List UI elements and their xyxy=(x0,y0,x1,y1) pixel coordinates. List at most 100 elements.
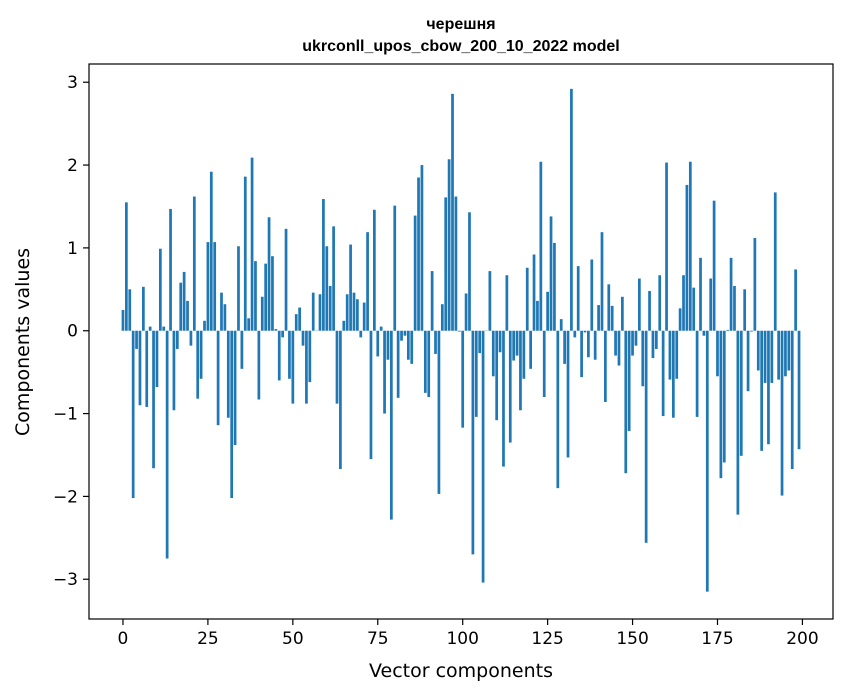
bar-196 xyxy=(787,330,791,371)
chart-subtitle: ukrconll_upos_cbow_200_10_2022 model xyxy=(302,38,619,55)
bar-127 xyxy=(553,242,556,331)
bar-72 xyxy=(366,232,369,331)
bar-29 xyxy=(220,292,223,331)
bar-38 xyxy=(250,157,254,331)
bar-126 xyxy=(549,216,553,331)
bar-123 xyxy=(539,161,543,331)
bar-97 xyxy=(451,93,454,331)
bar-79 xyxy=(390,330,393,520)
bar-156 xyxy=(651,330,655,359)
bar-47 xyxy=(281,330,284,338)
bar-19 xyxy=(186,300,189,331)
bar-160 xyxy=(665,162,668,331)
bar-190 xyxy=(767,330,770,445)
y-tick-label: −3 xyxy=(53,570,78,590)
bar-25 xyxy=(206,242,210,331)
bar-2 xyxy=(128,289,132,331)
bar-157 xyxy=(654,330,658,349)
bar-139 xyxy=(593,330,597,360)
bar-135 xyxy=(580,330,583,378)
bar-27 xyxy=(213,242,217,331)
bar-80 xyxy=(393,205,397,331)
bar-136 xyxy=(583,330,587,333)
bar-63 xyxy=(335,330,339,404)
x-tick-label: 200 xyxy=(786,629,818,649)
bar-51 xyxy=(294,314,298,331)
bar-33 xyxy=(233,330,237,446)
bar-184 xyxy=(746,330,750,392)
bar-0 xyxy=(121,310,125,331)
bar-102 xyxy=(468,212,471,331)
bar-103 xyxy=(471,330,475,555)
bar-67 xyxy=(349,244,352,331)
bar-8 xyxy=(148,326,152,331)
bar-186 xyxy=(753,237,757,331)
bar-18 xyxy=(182,271,186,331)
bar-78 xyxy=(386,330,390,360)
y-axis-label: Components values xyxy=(12,248,34,436)
bar-177 xyxy=(722,330,726,463)
y-tick-label: 3 xyxy=(67,73,78,93)
bar-50 xyxy=(291,330,295,404)
bar-192 xyxy=(773,192,777,331)
bar-6 xyxy=(142,286,145,331)
bar-74 xyxy=(373,209,376,331)
bar-101 xyxy=(464,293,468,331)
bar-7 xyxy=(145,330,149,407)
bar-64 xyxy=(339,330,342,470)
y-tick-label: 1 xyxy=(67,239,78,259)
bar-148 xyxy=(624,330,628,474)
bar-112 xyxy=(502,330,505,467)
bar-193 xyxy=(777,330,780,380)
bar-59 xyxy=(322,199,325,331)
bar-94 xyxy=(440,304,444,331)
bar-188 xyxy=(760,330,764,451)
bar-110 xyxy=(495,330,499,421)
bar-23 xyxy=(199,330,203,379)
bar-40 xyxy=(257,330,261,400)
bar-145 xyxy=(614,330,617,356)
bar-128 xyxy=(556,330,560,489)
bar-3 xyxy=(131,330,135,499)
plot-frame xyxy=(88,63,834,620)
bar-34 xyxy=(237,246,240,331)
bar-172 xyxy=(705,330,709,592)
bar-173 xyxy=(709,278,713,331)
bar-5 xyxy=(138,330,142,406)
bar-14 xyxy=(169,208,172,331)
bar-104 xyxy=(474,330,478,417)
bar-54 xyxy=(305,330,308,404)
bar-24 xyxy=(203,320,206,331)
bar-143 xyxy=(607,284,611,331)
bar-69 xyxy=(356,299,359,331)
bar-131 xyxy=(566,330,570,458)
bar-116 xyxy=(515,330,519,356)
x-tick-label: 150 xyxy=(616,629,648,649)
bar-62 xyxy=(332,226,335,331)
bar-165 xyxy=(682,275,685,331)
bar-191 xyxy=(770,330,774,383)
bar-130 xyxy=(563,330,566,364)
bar-95 xyxy=(444,197,448,331)
bars-group xyxy=(121,88,801,592)
bar-22 xyxy=(196,330,200,399)
bar-106 xyxy=(481,330,485,583)
bar-16 xyxy=(175,330,179,349)
x-tick-label: 175 xyxy=(701,629,733,649)
bar-118 xyxy=(522,330,526,379)
bar-70 xyxy=(359,330,363,338)
bar-138 xyxy=(590,259,594,331)
bar-134 xyxy=(576,266,580,331)
bar-32 xyxy=(230,330,234,499)
x-tick-label: 25 xyxy=(197,629,219,649)
bar-82 xyxy=(400,330,403,341)
bar-4 xyxy=(135,330,138,349)
bar-162 xyxy=(671,330,675,418)
bar-150 xyxy=(631,330,634,356)
bar-144 xyxy=(610,305,614,331)
bar-151 xyxy=(634,330,638,346)
chart-title: черешня xyxy=(426,16,495,33)
bar-189 xyxy=(763,330,767,383)
bar-35 xyxy=(240,330,244,369)
bar-185 xyxy=(750,330,753,332)
